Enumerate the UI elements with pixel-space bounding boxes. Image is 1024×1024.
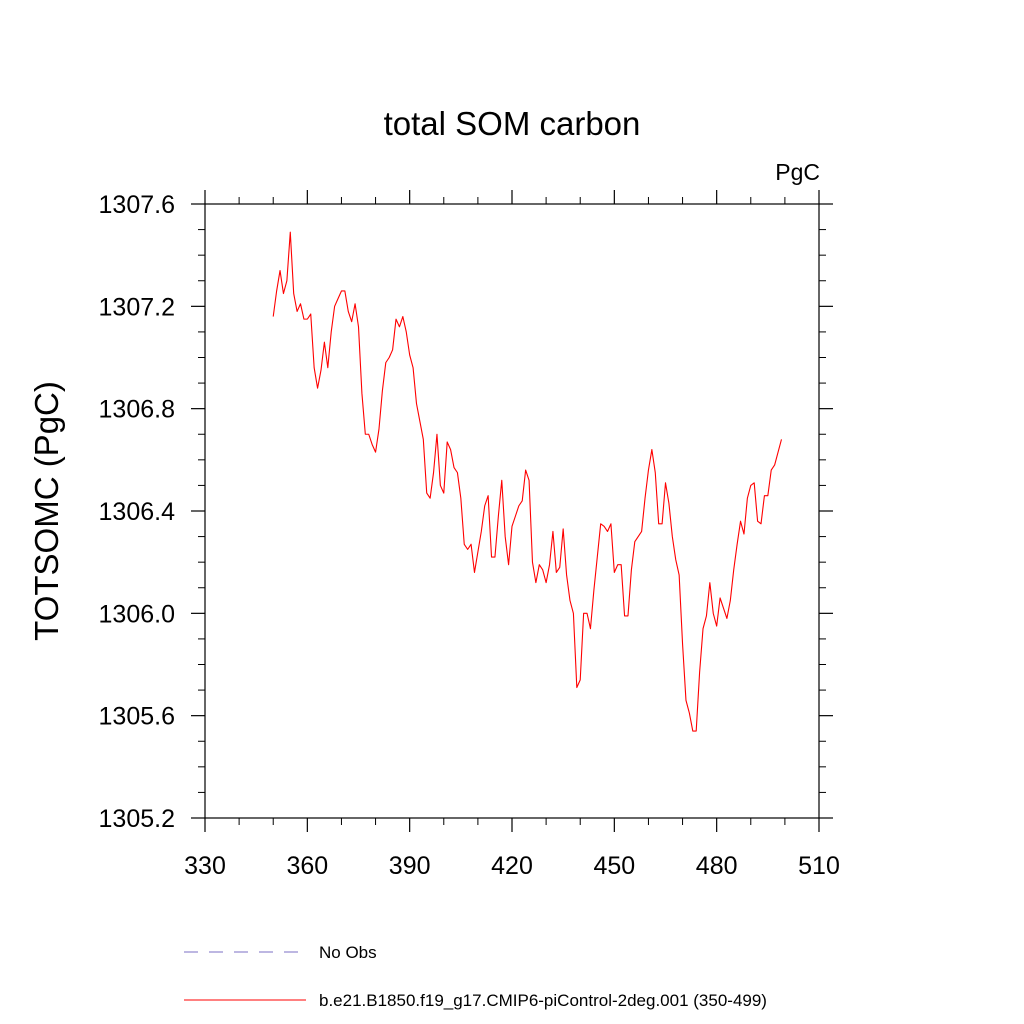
series-lines — [272, 231, 783, 732]
x-tick-label: 330 — [184, 852, 226, 880]
y-tick-label: 1305.2 — [99, 805, 175, 833]
x-tick-labels: 330 360 390 420 450 480 510 — [184, 852, 840, 880]
x-tick-label: 390 — [389, 852, 431, 880]
y-tick-label: 1305.6 — [99, 703, 175, 731]
x-tick-label: 450 — [593, 852, 635, 880]
legend: No Obs b.e21.B1850.f19_g17.CMIP6-piContro… — [184, 943, 767, 1010]
x-tick-label: 510 — [798, 852, 840, 880]
axis-ticks — [191, 190, 833, 832]
y-tick-label: 1306.4 — [99, 498, 176, 526]
legend-label: b.e21.B1850.f19_g17.CMIP6-piControl-2deg… — [319, 991, 767, 1010]
y-tick-label: 1306.0 — [99, 600, 175, 628]
legend-label: No Obs — [319, 943, 377, 962]
y-axis-label: TOTSOMC (PgC) — [28, 381, 65, 641]
series-line — [272, 231, 783, 732]
x-tick-label: 480 — [696, 852, 738, 880]
plot-frame — [204, 203, 820, 819]
y-tick-label: 1306.8 — [99, 396, 175, 424]
y-tick-label: 1307.2 — [99, 293, 175, 321]
chart-title: total SOM carbon — [384, 105, 641, 142]
x-tick-label: 360 — [286, 852, 328, 880]
y-tick-labels: 1305.2 1305.6 1306.0 1306.4 1306.8 1307.2 1307… — [99, 191, 176, 833]
y-tick-label: 1307.6 — [99, 191, 175, 219]
units-label: PgC — [775, 159, 820, 185]
x-tick-label: 420 — [491, 852, 533, 880]
